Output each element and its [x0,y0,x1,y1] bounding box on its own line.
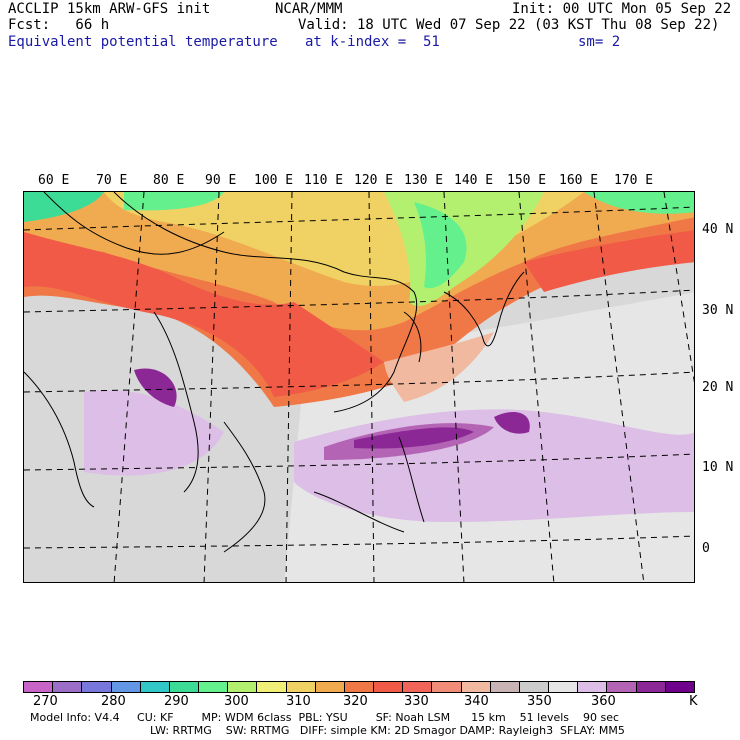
colorbar-swatch [344,682,375,692]
colorbar-label: 340 [464,694,489,709]
lat-label: 30 N [702,303,734,318]
lat-label: 0 [702,541,710,556]
colorbar-label: 310 [286,694,311,709]
colorbar-swatch [111,682,141,692]
colorbar-swatch [140,682,170,692]
colorbar-swatch [228,682,258,692]
colorbar-swatch [286,682,316,692]
colorbar-label: 270 [33,694,58,709]
colorbar-swatch [461,682,491,692]
map-panel [23,191,695,583]
colorbar-label: 300 [224,694,249,709]
colorbar-swatch [549,682,579,692]
colorbar-swatch [519,682,550,692]
lon-label: 170 E [614,173,654,188]
colorbar-label: 320 [343,694,368,709]
model-info: Model Info: V4.4 CU: KF MP: WDM 6class P… [30,711,620,724]
lon-label: 150 E [507,173,547,188]
theta-e-field [24,192,694,582]
physics-info: LW: RRTMG SW: RRTMG DIFF: simple KM: 2D … [150,724,625,737]
colorbar-label: 330 [404,694,429,709]
lat-label: 40 N [702,222,734,237]
colorbar-swatch [82,682,112,692]
colorbar-swatch [636,682,666,692]
lon-label: 70 E [96,173,128,188]
colorbar-swatch [403,682,433,692]
lat-label: 20 N [702,380,734,395]
lon-label: 90 E [205,173,237,188]
colorbar-label: 350 [527,694,552,709]
colorbar-swatch [578,682,608,692]
lon-label: 120 E [354,173,394,188]
colorbar [23,681,695,693]
colorbar-swatch [53,682,83,692]
lon-label: 100 E [254,173,294,188]
colorbar-swatch [665,682,694,692]
lat-label: 10 N [702,460,734,475]
colorbar-label: 360 [591,694,616,709]
lon-label: 60 E [38,173,70,188]
field-name: Equivalent potential temperature [8,34,278,50]
colorbar-swatch [374,682,404,692]
init-time: Init: 00 UTC Mon 05 Sep 22 [512,1,732,17]
lon-label: 80 E [153,173,185,188]
lon-label: 110 E [304,173,344,188]
colorbar-swatch [199,682,229,692]
colorbar-swatch [169,682,200,692]
colorbar-swatch [315,682,345,692]
forecast-hour: Fcst: 66 h [8,17,110,33]
colorbar-swatch [257,682,287,692]
colorbar-swatch [490,682,520,692]
lon-label: 130 E [404,173,444,188]
colorbar-swatch [24,682,54,692]
lon-label: 140 E [454,173,494,188]
colorbar-label: 290 [164,694,189,709]
smoothing: sm= 2 [578,34,621,50]
colorbar-unit: K [689,694,698,709]
model-title: ACCLIP 15km ARW-GFS init [8,1,211,17]
level-index: at k-index = 51 [305,34,440,50]
organization: NCAR/MMM [275,1,343,17]
lon-label: 160 E [559,173,599,188]
valid-time: Valid: 18 UTC Wed 07 Sep 22 (03 KST Thu … [298,17,720,33]
colorbar-swatch [432,682,462,692]
colorbar-label: 280 [101,694,126,709]
colorbar-swatch [607,682,637,692]
